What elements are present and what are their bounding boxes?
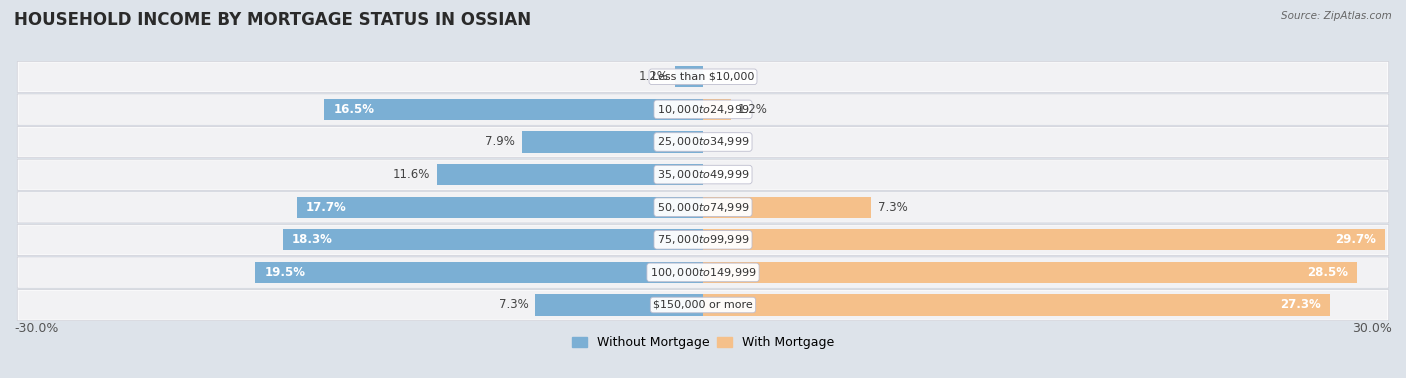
Bar bbox=[522, 132, 703, 153]
FancyBboxPatch shape bbox=[17, 257, 1389, 288]
Text: 1.2%: 1.2% bbox=[638, 70, 669, 83]
Text: 1.2%: 1.2% bbox=[738, 103, 768, 116]
Text: $100,000 to $149,999: $100,000 to $149,999 bbox=[650, 266, 756, 279]
FancyBboxPatch shape bbox=[18, 62, 1388, 91]
FancyBboxPatch shape bbox=[17, 62, 1389, 93]
Bar bbox=[323, 99, 703, 120]
Bar bbox=[256, 262, 703, 283]
Text: 11.6%: 11.6% bbox=[392, 168, 430, 181]
Text: Source: ZipAtlas.com: Source: ZipAtlas.com bbox=[1281, 11, 1392, 21]
Text: 16.5%: 16.5% bbox=[333, 103, 374, 116]
Bar bbox=[703, 294, 1330, 316]
Text: 19.5%: 19.5% bbox=[264, 266, 305, 279]
Text: 7.9%: 7.9% bbox=[485, 135, 515, 149]
FancyBboxPatch shape bbox=[18, 193, 1388, 222]
Bar bbox=[283, 229, 703, 250]
Text: 27.3%: 27.3% bbox=[1279, 299, 1320, 311]
FancyBboxPatch shape bbox=[17, 159, 1389, 190]
Text: Less than $10,000: Less than $10,000 bbox=[652, 72, 754, 82]
Text: HOUSEHOLD INCOME BY MORTGAGE STATUS IN OSSIAN: HOUSEHOLD INCOME BY MORTGAGE STATUS IN O… bbox=[14, 11, 531, 29]
Text: -30.0%: -30.0% bbox=[14, 322, 59, 335]
Bar bbox=[703, 229, 1385, 250]
FancyBboxPatch shape bbox=[18, 225, 1388, 254]
Text: 7.3%: 7.3% bbox=[499, 299, 529, 311]
FancyBboxPatch shape bbox=[17, 192, 1389, 223]
Bar bbox=[703, 197, 870, 218]
Bar bbox=[675, 66, 703, 87]
Text: $50,000 to $74,999: $50,000 to $74,999 bbox=[657, 201, 749, 214]
Text: 17.7%: 17.7% bbox=[305, 201, 346, 214]
FancyBboxPatch shape bbox=[18, 160, 1388, 189]
Bar bbox=[703, 262, 1358, 283]
Text: $35,000 to $49,999: $35,000 to $49,999 bbox=[657, 168, 749, 181]
Text: 30.0%: 30.0% bbox=[1353, 322, 1392, 335]
Text: $75,000 to $99,999: $75,000 to $99,999 bbox=[657, 233, 749, 246]
FancyBboxPatch shape bbox=[18, 95, 1388, 124]
Text: 29.7%: 29.7% bbox=[1334, 233, 1376, 246]
Bar bbox=[536, 294, 703, 316]
Text: 28.5%: 28.5% bbox=[1308, 266, 1348, 279]
Text: $10,000 to $24,999: $10,000 to $24,999 bbox=[657, 103, 749, 116]
Text: $150,000 or more: $150,000 or more bbox=[654, 300, 752, 310]
Bar bbox=[297, 197, 703, 218]
Bar bbox=[703, 99, 731, 120]
FancyBboxPatch shape bbox=[17, 94, 1389, 125]
Text: 18.3%: 18.3% bbox=[292, 233, 333, 246]
FancyBboxPatch shape bbox=[17, 127, 1389, 158]
Legend: Without Mortgage, With Mortgage: Without Mortgage, With Mortgage bbox=[567, 331, 839, 354]
FancyBboxPatch shape bbox=[17, 290, 1389, 321]
FancyBboxPatch shape bbox=[18, 258, 1388, 287]
FancyBboxPatch shape bbox=[18, 291, 1388, 320]
Text: $25,000 to $34,999: $25,000 to $34,999 bbox=[657, 135, 749, 149]
Text: 7.3%: 7.3% bbox=[877, 201, 907, 214]
Bar bbox=[437, 164, 703, 185]
FancyBboxPatch shape bbox=[18, 128, 1388, 156]
FancyBboxPatch shape bbox=[17, 225, 1389, 256]
